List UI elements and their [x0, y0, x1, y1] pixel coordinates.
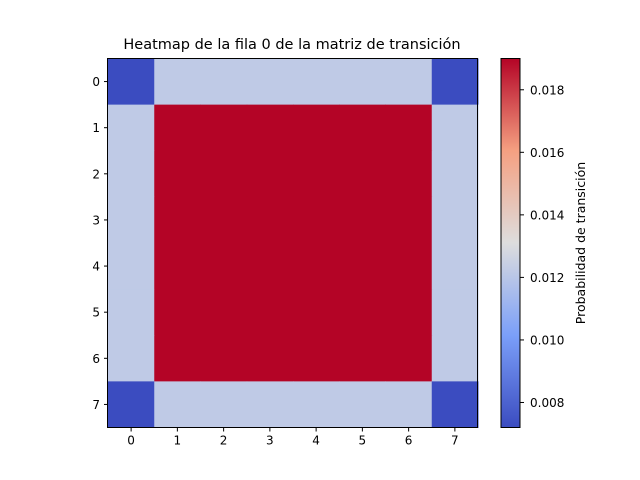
- heatmap-cell: [431, 335, 479, 382]
- heatmap-cell: [385, 243, 433, 290]
- y-tick-label: 0: [92, 75, 100, 89]
- heatmap-cell: [246, 335, 294, 382]
- heatmap-cell: [293, 150, 340, 198]
- heatmap-cell: [293, 381, 340, 428]
- heatmap-cell: [431, 243, 479, 290]
- heatmap-cell: [385, 104, 433, 152]
- heatmap-cell: [339, 58, 386, 106]
- heatmap-cell: [339, 104, 386, 152]
- y-tick-label: 4: [92, 260, 100, 274]
- heatmap-cell: [200, 150, 248, 198]
- heatmap-cell: [200, 243, 248, 290]
- heatmap-cell: [293, 196, 340, 244]
- x-tick-label: 0: [127, 434, 135, 448]
- heatmap-cell: [385, 150, 433, 198]
- heatmap-cell: [246, 243, 294, 290]
- chart-title: Heatmap de la fila 0 de la matriz de tra…: [123, 37, 460, 53]
- y-tick-label: 1: [92, 121, 100, 135]
- colorbar-tick-label: 0.010: [530, 333, 564, 347]
- heatmap-cell: [246, 150, 294, 198]
- x-axis: 0 1 2 3 4 5 6 7: [127, 427, 459, 448]
- heatmap-cell: [154, 104, 201, 152]
- heatmap-cell: [385, 58, 433, 106]
- heatmap-cell: [108, 289, 155, 336]
- heatmap-cell: [200, 104, 248, 152]
- heatmap-cell: [200, 58, 248, 106]
- heatmap-cell: [385, 335, 433, 382]
- heatmap-cell: [154, 196, 201, 244]
- heatmap-cell: [108, 58, 155, 106]
- heatmap-cell: [293, 289, 340, 336]
- heatmap-cell: [431, 58, 479, 106]
- heatmap-cell: [108, 243, 155, 290]
- heatmap-cell: [154, 58, 201, 106]
- heatmap-cell: [200, 289, 248, 336]
- heatmap-cell: [431, 289, 479, 336]
- heatmap-cell: [200, 381, 248, 428]
- heatmap-cell: [339, 289, 386, 336]
- x-tick-label: 4: [312, 434, 320, 448]
- heatmap-cell: [154, 335, 201, 382]
- colorbar-axis: 0.008 0.010 0.012 0.014 0.016 0.018: [520, 83, 564, 410]
- colorbar-tick-label: 0.014: [530, 208, 564, 222]
- heatmap-cell: [385, 196, 433, 244]
- heatmap-cell: [108, 150, 155, 198]
- heatmap-cell: [339, 196, 386, 244]
- heatmap-cell: [108, 196, 155, 244]
- x-tick-label: 7: [451, 434, 459, 448]
- plot-frame: [107, 58, 478, 428]
- heatmap-cell: [200, 196, 248, 244]
- y-tick-label: 3: [92, 213, 100, 227]
- heatmap-cell: [293, 243, 340, 290]
- heatmap-cell: [154, 243, 201, 290]
- heatmap-cell: [154, 381, 201, 428]
- heatmap-cell: [293, 58, 340, 106]
- heatmap-cell: [293, 335, 340, 382]
- colorbar-tick-label: 0.018: [530, 83, 564, 97]
- heatmap-cell: [246, 104, 294, 152]
- heatmap-cell: [154, 150, 201, 198]
- heatmap-cell: [293, 104, 340, 152]
- heatmap-cell: [246, 289, 294, 336]
- heatmap-cell: [154, 289, 201, 336]
- heatmap-cell: [200, 335, 248, 382]
- heatmap-cell: [108, 381, 155, 428]
- heatmap-cell: [339, 150, 386, 198]
- heatmap-cell: [385, 381, 433, 428]
- y-axis: 0 1 2 3 4 5 6 7: [92, 75, 108, 412]
- x-tick-label: 6: [405, 434, 413, 448]
- heatmap-cell: [339, 335, 386, 382]
- heatmap-cell: [431, 381, 479, 428]
- heatmap-cell: [246, 58, 294, 106]
- y-tick-label: 7: [92, 398, 100, 412]
- x-tick-label: 2: [220, 434, 228, 448]
- heatmap-cell: [339, 243, 386, 290]
- heatmap-cell: [246, 196, 294, 244]
- colorbar: [500, 58, 521, 428]
- heatmap-cell: [108, 104, 155, 152]
- colorbar-tick-label: 0.008: [530, 396, 564, 410]
- heatmap-cell: [385, 289, 433, 336]
- y-tick-label: 5: [92, 306, 100, 320]
- heatmap-cells: [108, 58, 479, 428]
- y-tick-label: 6: [92, 352, 100, 366]
- heatmap-cell: [431, 150, 479, 198]
- x-tick-label: 5: [359, 434, 367, 448]
- colorbar-label: Probabilidad de transición: [573, 162, 588, 324]
- heatmap-cell: [431, 104, 479, 152]
- heatmap-cell: [246, 381, 294, 428]
- heatmap-cell: [339, 381, 386, 428]
- y-tick-label: 2: [92, 167, 100, 181]
- x-tick-label: 3: [266, 434, 274, 448]
- x-tick-label: 1: [174, 434, 182, 448]
- colorbar-tick-label: 0.012: [530, 271, 564, 285]
- heatmap-cell: [431, 196, 479, 244]
- colorbar-tick-label: 0.016: [530, 146, 564, 160]
- heatmap-cell: [108, 335, 155, 382]
